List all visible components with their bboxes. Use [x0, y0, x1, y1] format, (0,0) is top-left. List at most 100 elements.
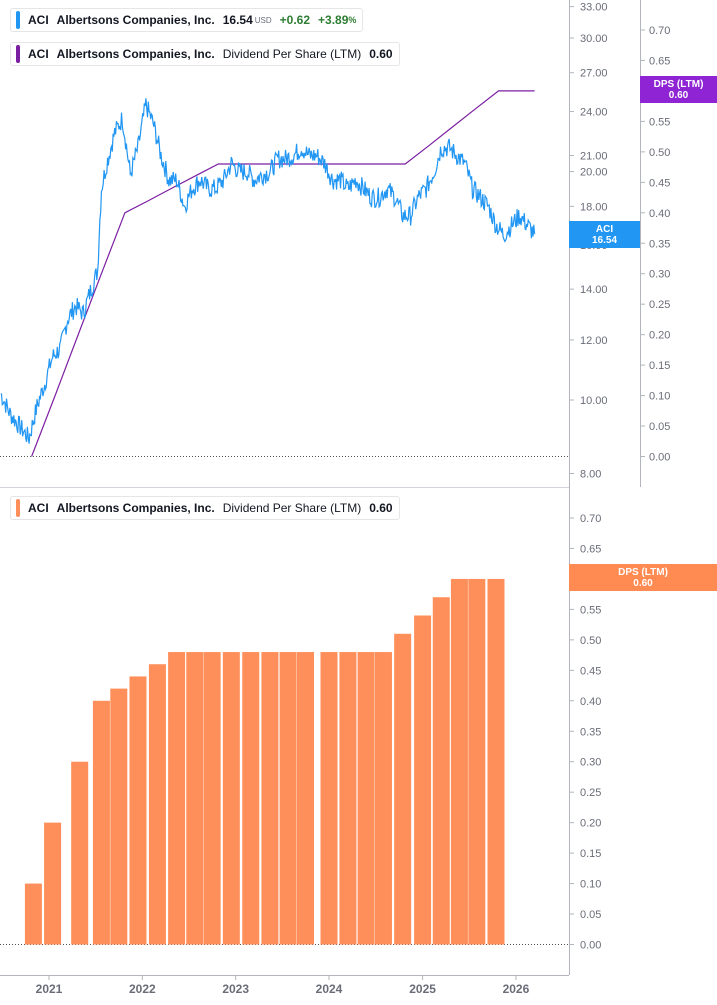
dps-bar — [279, 652, 297, 945]
dps-bar — [374, 652, 392, 945]
dps-bottom-tick-label: 0.50 — [580, 635, 601, 647]
price-line — [0, 98, 536, 444]
dps-line-legend-swatch — [16, 45, 20, 63]
dps-bar — [261, 652, 279, 945]
dps-top-tick-label: 0.30 — [649, 269, 670, 281]
dps-bar — [92, 700, 110, 945]
year-tick-label: 2024 — [316, 982, 343, 996]
dps-line — [31, 90, 535, 457]
dps-line-legend[interactable]: ACI Albertsons Companies, Inc. Dividend … — [10, 42, 400, 66]
dps-top-tick-label: 0.25 — [649, 299, 670, 311]
dps-bottom-tick-label: 0.45 — [580, 665, 601, 677]
year-tick-label: 2022 — [129, 982, 156, 996]
dps-top-tick-label: 0.00 — [649, 452, 670, 464]
dps-bar — [414, 615, 432, 945]
price-tick-label: 21.00 — [580, 151, 608, 163]
dps-bar-legend-name: Albertsons Companies, Inc. — [56, 501, 215, 515]
price-tick-label: 30.00 — [580, 33, 608, 45]
price-tick-label: 10.00 — [580, 395, 608, 407]
dps-bar-tag-name: DPS (LTM) — [618, 566, 668, 578]
dps-bar-tag: DPS (LTM) 0.60 — [569, 564, 717, 591]
price-legend-swatch — [16, 11, 20, 29]
price-tick-label: 24.00 — [580, 107, 608, 119]
dps-bar — [394, 633, 412, 945]
dps-bottom-tick-label: 0.10 — [580, 879, 601, 891]
price-legend-change-pct: +3.89 — [318, 13, 349, 27]
dps-bar — [242, 652, 260, 945]
dps-bar — [468, 578, 486, 945]
dps-bar — [203, 652, 221, 945]
price-tick-label: 20.00 — [580, 167, 608, 179]
chart-lines — [0, 90, 536, 457]
dps-top-tick-label: 0.10 — [649, 391, 670, 403]
dps-bar — [186, 652, 204, 945]
dps-bar-legend-swatch — [16, 499, 20, 517]
dps-bar — [71, 761, 89, 945]
dps-line-legend-name: Albertsons Companies, Inc. — [56, 47, 215, 61]
dps-top-tick-label: 0.50 — [649, 147, 670, 159]
dps-top-tick-label: 0.20 — [649, 330, 670, 342]
dps-bars — [24, 578, 505, 945]
price-legend-name: Albertsons Companies, Inc. — [56, 13, 215, 27]
price-legend-price: 16.54 — [222, 13, 253, 27]
dps-bottom-tick-label: 0.20 — [580, 818, 601, 830]
dps-bar — [296, 652, 314, 945]
year-tick-label: 2023 — [222, 982, 249, 996]
dps-bottom-tick-label: 0.70 — [580, 513, 601, 525]
dps-bottom-tick-label: 0.25 — [580, 787, 601, 799]
dps-line-tag-name: DPS (LTM) — [653, 78, 704, 90]
price-legend-change: +0.62 — [279, 13, 311, 27]
dps-top-tick-label: 0.55 — [649, 116, 670, 128]
dps-line-legend-metric: Dividend Per Share (LTM) — [222, 47, 362, 61]
price-tick-label: 33.00 — [580, 2, 608, 14]
price-tick-label: 27.00 — [580, 68, 608, 80]
dps-bottom-tick-label: 0.40 — [580, 696, 601, 708]
dps-bottom-tick-label: 0.05 — [580, 909, 601, 921]
dps-top-tick-label: 0.05 — [649, 421, 670, 433]
year-tick-label: 2021 — [36, 982, 63, 996]
price-legend-currency: USD — [254, 15, 272, 25]
dps-bar-legend-metric: Dividend Per Share (LTM) — [222, 501, 362, 515]
dps-bottom-tick-label: 0.65 — [580, 543, 601, 555]
dps-line-tag-value: 0.60 — [668, 89, 689, 101]
price-legend[interactable]: ACI Albertsons Companies, Inc. 16.54 USD… — [10, 8, 364, 32]
dps-bottom-tick-label: 0.55 — [580, 604, 601, 616]
dps-bar-legend[interactable]: ACI Albertsons Companies, Inc. Dividend … — [10, 496, 400, 520]
dps-bar — [129, 676, 147, 945]
price-tag: ACI 16.54 — [569, 221, 640, 248]
chart-axes: 33.0030.0027.0024.0021.0020.0018.0016.00… — [0, 0, 670, 996]
dps-top-tick-label: 0.40 — [649, 208, 670, 220]
dps-bar — [450, 578, 468, 945]
dps-bar — [357, 652, 375, 945]
dps-top-tick-label: 0.45 — [649, 177, 670, 189]
dps-top-tick-label: 0.65 — [649, 55, 670, 67]
price-tag-name: ACI — [595, 223, 614, 235]
dps-top-tick-label: 0.15 — [649, 360, 670, 372]
dps-bar — [44, 822, 62, 945]
year-tick-label: 2026 — [503, 982, 530, 996]
price-tag-value: 16.54 — [591, 234, 618, 246]
dps-bar — [110, 688, 128, 945]
price-tick-label: 8.00 — [580, 469, 601, 481]
dps-bar — [320, 652, 338, 945]
dps-bar — [432, 597, 450, 945]
dps-bar-legend-ticker: ACI — [28, 501, 49, 515]
dps-bar — [148, 664, 166, 945]
year-tick-label: 2025 — [409, 982, 436, 996]
dps-bar — [339, 652, 357, 945]
dps-bottom-tick-label: 0.00 — [580, 940, 601, 952]
dps-bottom-tick-label: 0.15 — [580, 848, 601, 860]
dps-bar — [24, 883, 42, 945]
dps-bottom-tick-label: 0.35 — [580, 726, 601, 738]
dps-line-tag: DPS (LTM) 0.60 — [640, 76, 717, 103]
dps-top-tick-label: 0.35 — [649, 238, 670, 250]
dps-top-tick-label: 0.70 — [649, 25, 670, 37]
price-tick-label: 12.00 — [580, 335, 608, 347]
dps-bar-legend-value: 0.60 — [369, 501, 393, 515]
dps-line-legend-ticker: ACI — [28, 47, 49, 61]
price-legend-ticker: ACI — [28, 13, 49, 27]
price-tick-label: 18.00 — [580, 201, 608, 213]
dps-bar — [168, 652, 186, 945]
dps-bar — [222, 652, 240, 945]
